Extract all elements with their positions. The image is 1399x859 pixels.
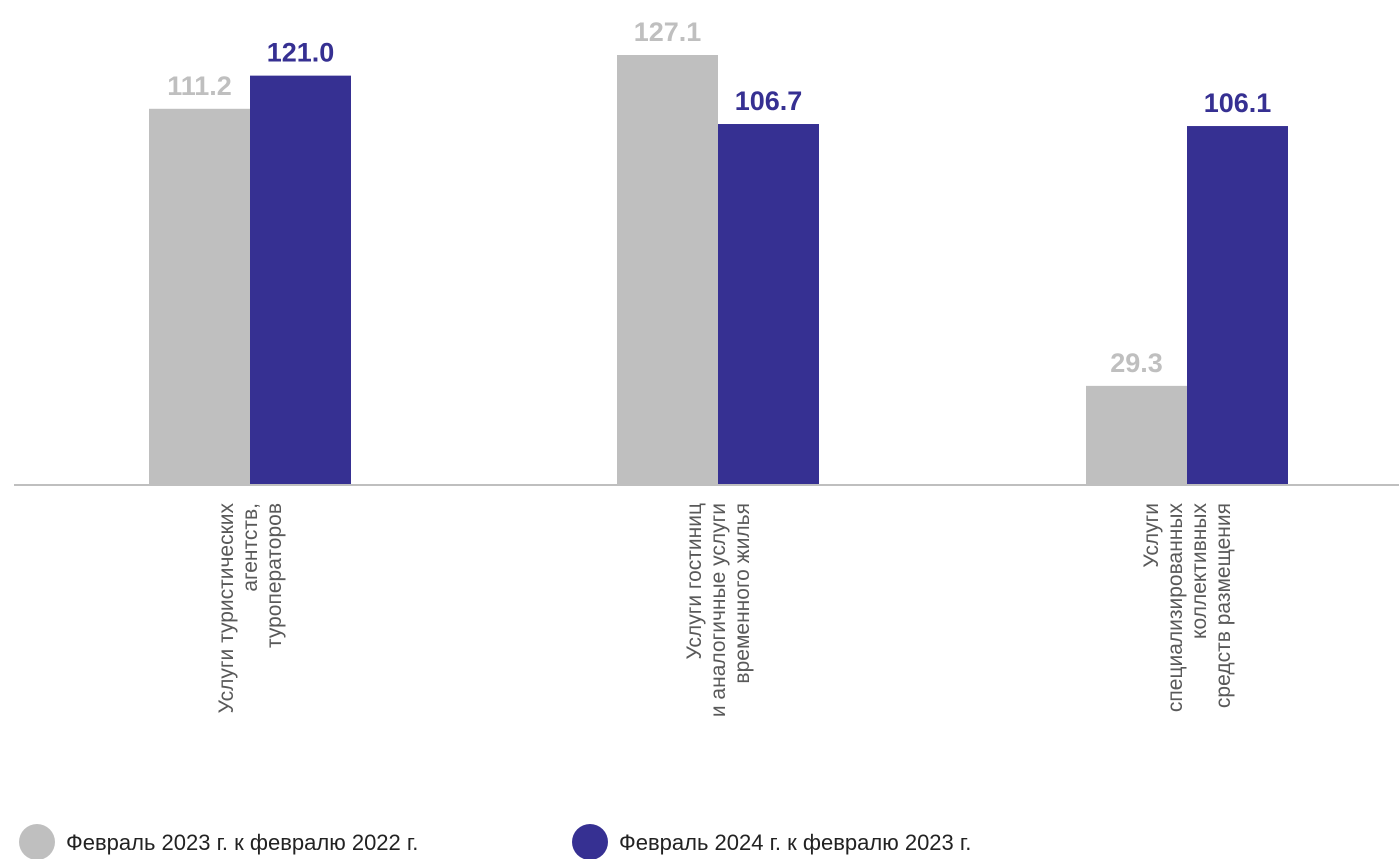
category-label-3: Услуги специализированных коллективных сред… <box>1140 503 1235 713</box>
legend-item-2: Февраль 2024 г. к февралю 2023 г. <box>572 824 971 859</box>
bar-series1-cat2 <box>617 55 718 485</box>
value-label-series2-cat1: 121.0 <box>267 38 335 68</box>
category-label-line: агентств, <box>239 503 262 592</box>
value-labels-group: 111.2 127.1 29.3 121.0 106.7 106.1 <box>167 17 1271 378</box>
legend-label-2: Февраль 2024 г. к февралю 2023 г. <box>619 830 971 855</box>
bar-series2-cat2 <box>718 124 819 485</box>
category-label-line: временного жилья <box>731 503 754 684</box>
value-label-series1-cat2: 127.1 <box>634 17 702 47</box>
legend-marker-2 <box>572 824 608 859</box>
legend-label-1: Февраль 2023 г. к февралю 2022 г. <box>66 830 418 855</box>
category-label-line: Услуги <box>1140 503 1163 568</box>
value-label-series1-cat3: 29.3 <box>1110 348 1163 378</box>
category-label-line: и аналогичные услуги <box>707 503 730 717</box>
category-label-line: туроператоров <box>263 503 286 648</box>
category-label-line: Услуги туристических <box>215 503 238 714</box>
category-label-1: Услуги туристических агентств, туроператор… <box>215 503 286 714</box>
legend-marker-1 <box>19 824 55 859</box>
bar-series1-cat1 <box>149 108 250 485</box>
legend-item-1: Февраль 2023 г. к февралю 2022 г. <box>19 824 418 859</box>
value-label-series2-cat2: 106.7 <box>735 86 803 116</box>
bar-series1-cat3 <box>1086 385 1187 485</box>
category-labels-group: Услуги туристических агентств, туроператор… <box>215 503 1235 718</box>
category-label-line: специализированных <box>1164 503 1187 713</box>
category-label-2: Услуги гостиниц и аналогичные услуги време… <box>683 503 754 717</box>
category-label-line: средств размещения <box>1212 503 1235 708</box>
category-label-line: Услуги гостиниц <box>683 503 706 660</box>
legend: Февраль 2023 г. к февралю 2022 г. Февраль… <box>19 824 971 859</box>
value-label-series2-cat3: 106.1 <box>1204 88 1272 118</box>
bar-series2-cat3 <box>1187 126 1288 485</box>
bar-series2-cat1 <box>250 75 351 485</box>
value-label-series1-cat1: 111.2 <box>167 71 232 101</box>
bars-group <box>149 55 1288 485</box>
category-label-line: коллективных <box>1188 503 1211 639</box>
